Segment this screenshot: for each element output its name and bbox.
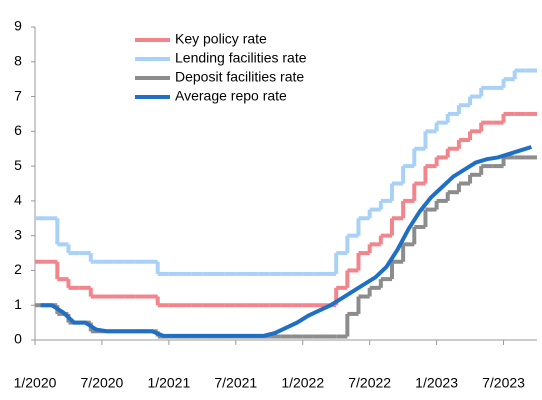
x-tick-label: 7/2023 — [482, 375, 525, 391]
y-tick-label: 0 — [14, 331, 22, 347]
y-tick-label: 7 — [14, 87, 22, 103]
x-tick-label: 7/2021 — [214, 375, 257, 391]
x-tick-label: 1/2020 — [14, 375, 57, 391]
y-tick-label: 1 — [14, 296, 22, 312]
y-tick-label: 6 — [14, 122, 22, 138]
x-tick-label: 1/2021 — [147, 375, 190, 391]
legend-label: Lending facilities rate — [175, 50, 307, 66]
x-tick-label: 1/2022 — [281, 375, 324, 391]
y-tick-label: 8 — [14, 52, 22, 68]
y-tick-label: 4 — [14, 192, 22, 208]
x-tick-label: 7/2020 — [81, 375, 124, 391]
legend-label: Deposit facilities rate — [175, 69, 304, 85]
x-tick-label: 7/2022 — [348, 375, 391, 391]
x-tick-label: 1/2023 — [415, 375, 458, 391]
legend-label: Key policy rate — [175, 31, 267, 47]
y-tick-label: 9 — [14, 18, 22, 34]
y-tick-label: 5 — [14, 157, 22, 173]
y-tick-label: 2 — [14, 261, 22, 277]
series-line — [40, 145, 533, 338]
legend-label: Average repo rate — [175, 88, 287, 104]
y-tick-label: 3 — [14, 226, 22, 242]
